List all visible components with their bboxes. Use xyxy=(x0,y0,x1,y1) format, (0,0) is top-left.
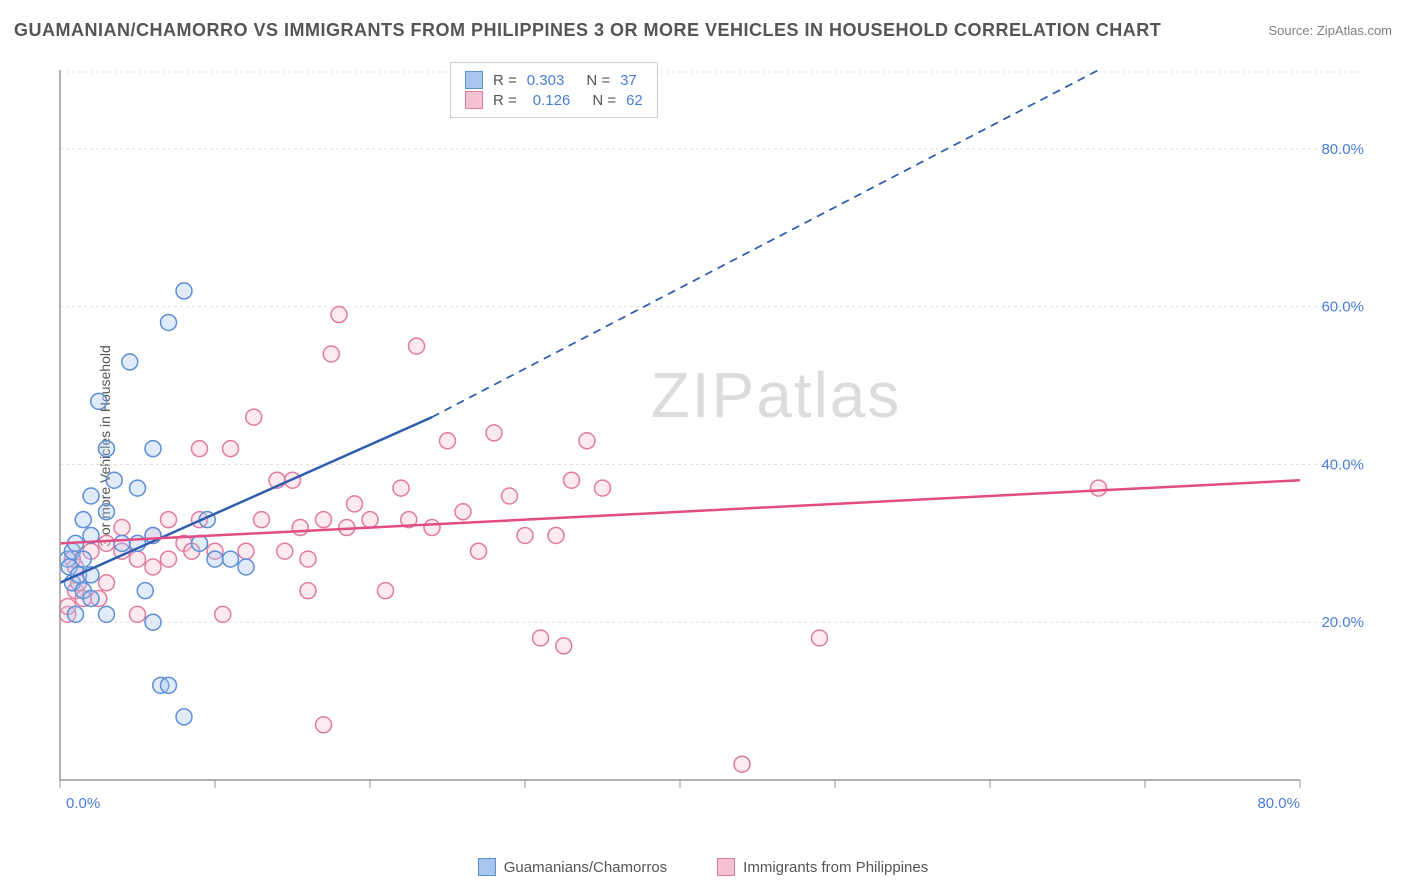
svg-text:80.0%: 80.0% xyxy=(1321,141,1364,158)
legend-swatch-icon xyxy=(717,858,735,876)
bottom-legend-item-1: Immigrants from Philippines xyxy=(717,858,928,876)
stat-n-value: 37 xyxy=(620,72,637,89)
svg-text:40.0%: 40.0% xyxy=(1321,456,1364,473)
stat-r-value: 0.303 xyxy=(527,72,565,89)
legend-stats-row-1: R = 0.126 N = 62 xyxy=(465,91,643,109)
legend-stats-box: R = 0.303 N = 37 R = 0.126 N = 62 xyxy=(450,62,658,118)
scatter-chart-svg: 20.0% 40.0% 60.0% 80.0% ZIPatlas 0.0% 80.0% xyxy=(50,60,1370,820)
svg-text:80.0%: 80.0% xyxy=(1257,795,1300,812)
svg-text:ZIPatlas: ZIPatlas xyxy=(651,359,902,431)
legend-stats-row-0: R = 0.303 N = 37 xyxy=(465,71,643,89)
stat-n-label: N = xyxy=(592,92,616,109)
stat-r-label: R = xyxy=(493,92,517,109)
svg-text:20.0%: 20.0% xyxy=(1321,614,1364,631)
stat-r-value: 0.126 xyxy=(533,92,571,109)
legend-swatch-icon xyxy=(465,91,483,109)
chart-title: GUAMANIAN/CHAMORRO VS IMMIGRANTS FROM PH… xyxy=(14,20,1161,41)
svg-text:0.0%: 0.0% xyxy=(66,795,100,812)
stat-n-label: N = xyxy=(586,72,610,89)
stat-r-label: R = xyxy=(493,72,517,89)
legend-swatch-icon xyxy=(478,858,496,876)
legend-label: Immigrants from Philippines xyxy=(743,859,928,876)
legend-swatch-icon xyxy=(465,71,483,89)
svg-text:60.0%: 60.0% xyxy=(1321,299,1364,316)
chart-header: GUAMANIAN/CHAMORRO VS IMMIGRANTS FROM PH… xyxy=(14,20,1392,41)
stat-n-value: 62 xyxy=(626,92,643,109)
source-attribution: Source: ZipAtlas.com xyxy=(1268,23,1392,38)
legend-label: Guamanians/Chamorros xyxy=(504,859,667,876)
chart-plot-area: 20.0% 40.0% 60.0% 80.0% ZIPatlas 0.0% 80.0% xyxy=(50,60,1370,820)
bottom-legend-item-0: Guamanians/Chamorros xyxy=(478,858,667,876)
bottom-legend: Guamanians/Chamorros Immigrants from Phi… xyxy=(0,858,1406,876)
